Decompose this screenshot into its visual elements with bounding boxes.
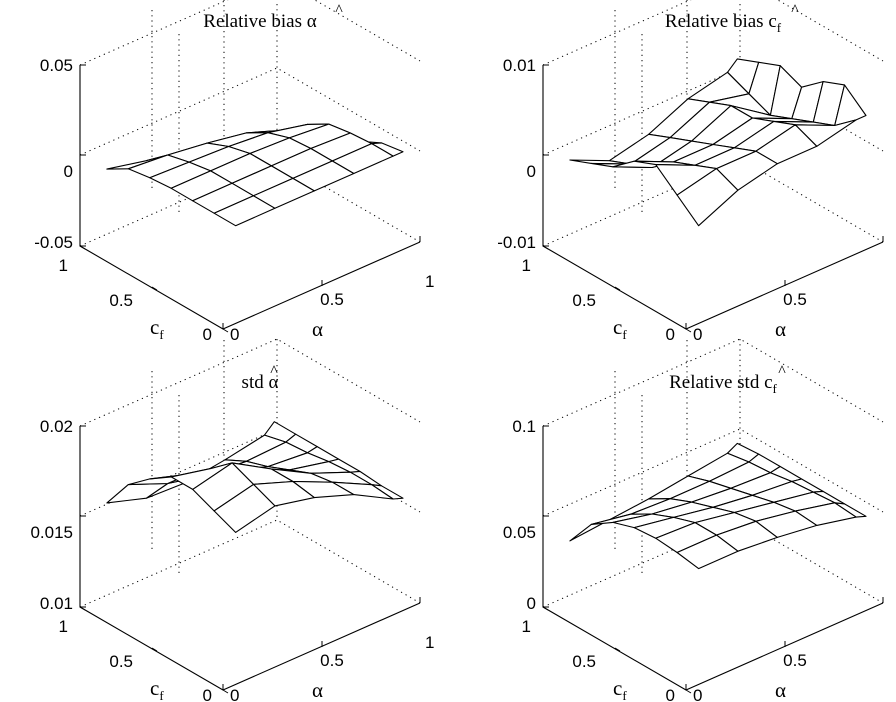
panel-title: std α	[242, 372, 279, 393]
axes-frame	[79, 338, 421, 694]
panel-title: Relative std cf	[669, 372, 777, 396]
x-tick-label: 1	[522, 256, 531, 275]
surface-patch	[213, 483, 276, 533]
panel-std-alpha: std α ^ 0.02 0.015 0.01 1 0.5 0 0 0.5 1 …	[30, 338, 434, 702]
surface-patch	[676, 168, 739, 227]
z-tick-label: -0.05	[34, 233, 73, 252]
z-tick-label: 0	[64, 162, 73, 181]
y-tick-label: 0	[693, 686, 702, 702]
surface-patch	[213, 195, 276, 227]
axes-frame	[542, 0, 884, 333]
alpha-axis-label: α	[775, 678, 786, 702]
z-tick-label: -0.01	[497, 233, 536, 252]
x-tick-label: 0	[666, 686, 675, 702]
cf-axis-label: cf	[150, 315, 164, 342]
alpha-axis-label: α	[775, 317, 786, 341]
y-tick-label: 0.5	[783, 290, 807, 309]
y-tick-label: 0.5	[783, 651, 807, 670]
z-tick-label: 0.05	[40, 56, 73, 75]
z-tick-label: 0.02	[40, 417, 73, 436]
z-tick-label: 0	[527, 162, 536, 181]
z-tick-label: 0.1	[512, 417, 536, 436]
y-tick-label: 0	[693, 325, 702, 344]
x-tick-label: 0	[203, 686, 212, 702]
panel-title: Relative bias α	[203, 11, 316, 32]
axes-frame	[542, 338, 884, 694]
axes-frame	[79, 0, 421, 333]
x-tick-label: 0	[666, 325, 675, 344]
x-tick-label: 0.5	[572, 291, 596, 310]
y-tick-label: 1	[425, 272, 434, 291]
panel-relative-bias-alpha: Relative bias α ^ 0.05 0 -0.05 1 0.5 0 0…	[34, 0, 434, 344]
x-tick-label: 1	[59, 617, 68, 636]
panel-relative-bias-cf: Relative bias cf ^ 0.01 0 -0.01 1 0.5 0 …	[497, 0, 884, 344]
surface-mesh	[106, 123, 404, 227]
x-tick-label: 1	[522, 617, 531, 636]
z-tick-label: 0.01	[40, 594, 73, 613]
surface-mesh	[569, 442, 867, 570]
y-tick-label: 0.5	[320, 651, 344, 670]
title-hat-mark: ^	[791, 2, 799, 19]
x-tick-label: 0.5	[572, 652, 596, 671]
panel-title: Relative bias cf	[665, 11, 782, 35]
z-tick-label: 0	[527, 594, 536, 613]
title-hat-mark: ^	[335, 2, 343, 19]
z-tick-label: 0.015	[30, 523, 73, 542]
alpha-axis-label: α	[312, 317, 323, 341]
surface-mesh	[569, 58, 867, 227]
surface-mesh	[106, 421, 404, 533]
y-tick-label: 0	[230, 686, 239, 702]
y-tick-label: 0	[230, 325, 239, 344]
cf-axis-label: cf	[613, 315, 627, 342]
surface-patch	[676, 534, 739, 570]
y-tick-label: 0.5	[320, 290, 344, 309]
cf-axis-label: cf	[613, 676, 627, 702]
title-hat-mark: ^	[778, 363, 786, 380]
panel-relative-std-cf: Relative std cf ^ 0.1 0.05 0 1 0.5 0 0 0…	[503, 338, 884, 702]
x-tick-label: 0.5	[109, 652, 133, 671]
cf-axis-label: cf	[150, 676, 164, 702]
z-tick-label: 0.01	[503, 56, 536, 75]
title-hat-mark: ^	[270, 363, 278, 380]
x-tick-label: 0.5	[109, 291, 133, 310]
x-tick-label: 0	[203, 325, 212, 344]
y-tick-label: 1	[425, 633, 434, 652]
alpha-axis-label: α	[312, 678, 323, 702]
x-tick-label: 1	[59, 256, 68, 275]
z-tick-label: 0.05	[503, 523, 536, 542]
